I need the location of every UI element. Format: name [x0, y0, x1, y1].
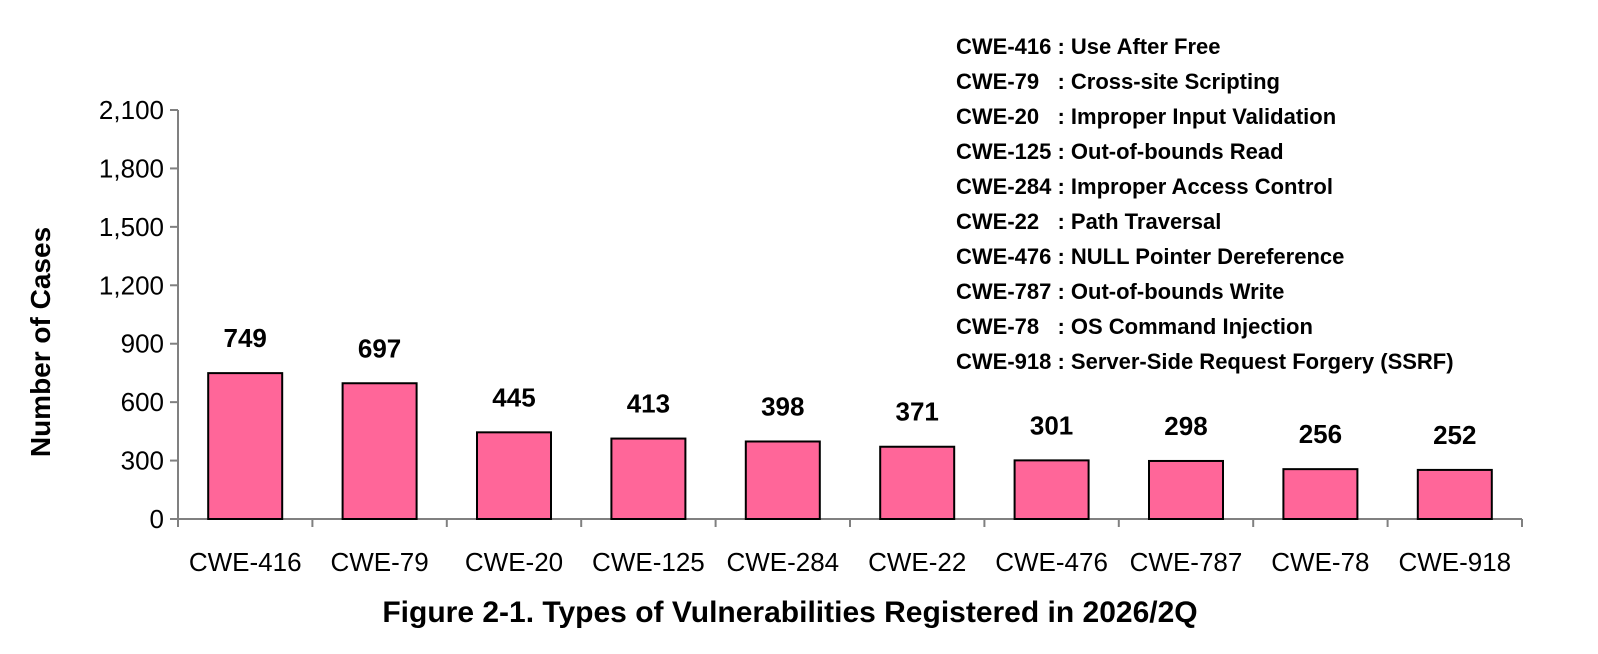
bar-cwe-125 — [610, 437, 687, 520]
data-label: 445 — [492, 382, 535, 412]
legend-entry: CWE-22 : Path Traversal — [956, 209, 1221, 234]
bar-cwe-416 — [207, 372, 284, 520]
x-tick-label: CWE-20 — [465, 547, 563, 577]
x-tick-label: CWE-787 — [1130, 547, 1243, 577]
legend: CWE-416 : Use After Free CWE-79 : Cross-s… — [956, 34, 1454, 374]
data-labels: 749 CWE-416 697 CWE-79 445 CWE-20 413 CWE-125 39… — [189, 323, 1511, 577]
y-tick-label: 1,500 — [99, 212, 164, 242]
data-label: 298 — [1164, 411, 1207, 441]
data-label: 697 — [358, 333, 401, 363]
bar-cwe-22 — [879, 445, 956, 521]
y-tick-label: 600 — [121, 387, 164, 417]
x-tick-label: CWE-918 — [1398, 547, 1511, 577]
legend-entry: CWE-79 : Cross-site Scripting — [956, 69, 1280, 94]
legend-entry: CWE-918 : Server-Side Request Forgery (S… — [956, 349, 1454, 374]
y-tick-label: 300 — [121, 446, 164, 476]
legend-entry: CWE-125 : Out-of-bounds Read — [956, 139, 1284, 164]
legend-entry: CWE-787 : Out-of-bounds Write — [956, 279, 1284, 304]
bar-cwe-79 — [341, 382, 418, 520]
data-label: 371 — [896, 397, 939, 427]
data-label: 256 — [1299, 419, 1342, 449]
legend-entry: CWE-20 : Improper Input Validation — [956, 104, 1336, 129]
data-label: 749 — [224, 323, 267, 353]
x-tick-label: CWE-78 — [1271, 547, 1369, 577]
legend-entry: CWE-416 : Use After Free — [956, 34, 1220, 59]
bar-cwe-20 — [476, 431, 552, 521]
legend-entry: CWE-284 : Improper Access Control — [956, 174, 1333, 199]
y-tick-label: 0 — [150, 504, 164, 534]
x-tick-label: CWE-476 — [995, 547, 1108, 577]
legend-entry: CWE-78 : OS Command Injection — [956, 314, 1313, 339]
y-tick-label: 2,100 — [99, 95, 164, 125]
x-tick-label: CWE-416 — [189, 547, 302, 577]
bar-cwe-78 — [1282, 468, 1359, 521]
figure-title: Figure 2-1. Types of Vulnerabilities Reg… — [382, 596, 1197, 629]
y-axis-title: Number of Cases — [25, 227, 56, 457]
y-tick-label: 900 — [121, 329, 164, 359]
x-tick-label: CWE-125 — [592, 547, 705, 577]
y-tick-label: 1,200 — [99, 270, 164, 300]
bar-cwe-476 — [1013, 459, 1090, 521]
bar-cwe-918 — [1416, 468, 1493, 521]
data-label: 398 — [761, 391, 804, 421]
data-label: 252 — [1433, 420, 1476, 450]
x-tick-label: CWE-284 — [726, 547, 839, 577]
bars — [207, 372, 1493, 521]
data-label: 413 — [627, 389, 670, 419]
y-tick-label: 1,800 — [99, 153, 164, 183]
x-tick-label: CWE-79 — [330, 547, 428, 577]
legend-entry: CWE-476 : NULL Pointer Dereference — [956, 244, 1344, 269]
x-tick-label: CWE-22 — [868, 547, 966, 577]
bar-cwe-787 — [1148, 459, 1224, 520]
data-label: 301 — [1030, 410, 1073, 440]
bar-cwe-284 — [744, 440, 821, 521]
